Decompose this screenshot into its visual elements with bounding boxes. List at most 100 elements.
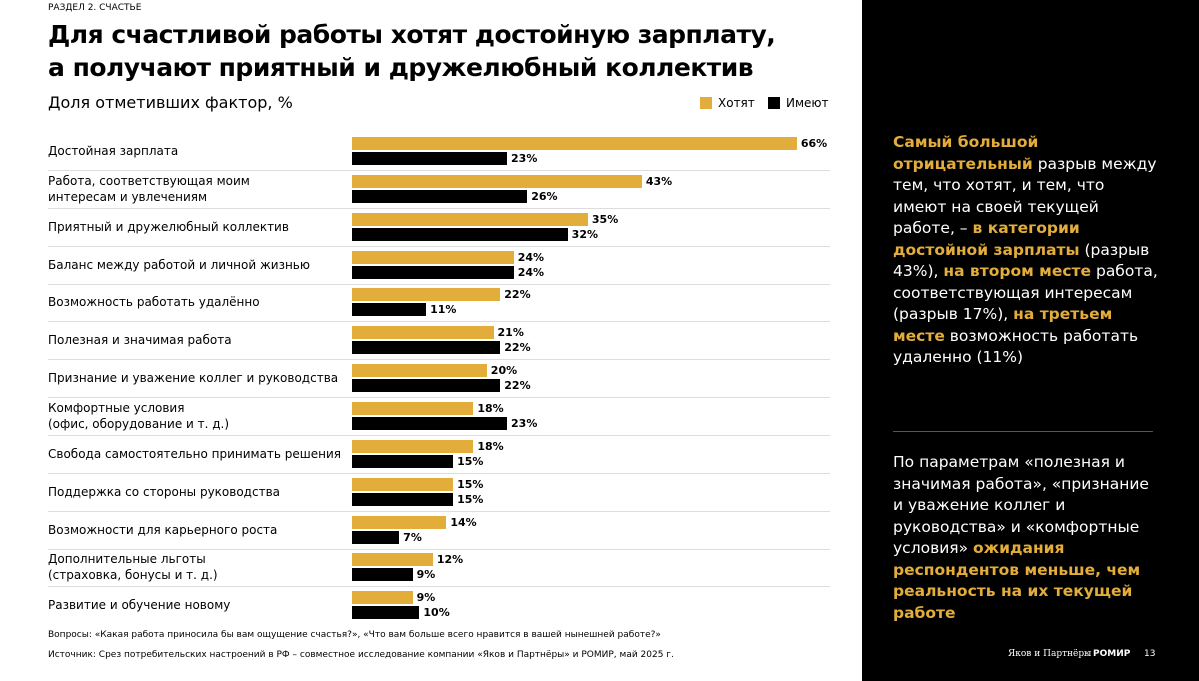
- page-number: 13: [1144, 649, 1156, 659]
- value-label: 14%: [450, 515, 477, 529]
- bar: [352, 265, 514, 279]
- row-divider: [48, 472, 830, 474]
- highlight-text: Самый большой отрицательный: [893, 133, 1039, 173]
- value-label: 21%: [497, 326, 524, 340]
- source-note: Источник: Срез потребительских настроени…: [48, 650, 674, 660]
- value-label: 20%: [490, 364, 518, 378]
- category-label: Возможности для карьерного роста: [48, 522, 278, 537]
- text: (разрыв 43%),: [893, 240, 1150, 281]
- category-label: Признание и уважение коллег и руководств…: [48, 371, 339, 386]
- bar: [352, 401, 474, 415]
- bar: [352, 492, 454, 506]
- category-label: Комфортные условия (офис, оборудование и…: [48, 400, 230, 431]
- value-label: 24%: [517, 250, 545, 264]
- legend-label: Хотят: [718, 96, 755, 110]
- category-label: Возможность работать удалённо: [48, 295, 260, 310]
- sidebar-paragraph: Самый большой отрицательный разрыв между…: [893, 132, 1158, 369]
- category-label: Баланс между работой и личной жизнью: [48, 257, 310, 272]
- value-label: 15%: [457, 492, 484, 506]
- bar: [352, 137, 797, 150]
- bar: [352, 416, 508, 430]
- value-label: 26%: [531, 189, 558, 203]
- value-label: 22%: [504, 288, 531, 302]
- bar: [352, 379, 501, 393]
- row-divider: [48, 510, 830, 512]
- row-divider: [48, 434, 830, 436]
- text: возможность работать удаленно (11%): [893, 326, 1139, 367]
- bar: [352, 439, 474, 453]
- bar: [352, 212, 588, 226]
- value-label: 12%: [436, 553, 464, 567]
- row-divider: [48, 170, 830, 171]
- category-label: Приятный и дружелюбный коллектив: [48, 219, 289, 234]
- legend-swatch: [700, 97, 712, 109]
- chart-subtitle: Доля отметивших фактор, %: [48, 93, 293, 112]
- row-divider: [48, 321, 830, 323]
- value-label: 32%: [571, 227, 599, 241]
- sidebar: [862, 0, 1199, 681]
- bar: [352, 591, 413, 605]
- bar: [352, 341, 501, 355]
- bar: [352, 553, 433, 567]
- sidebar-paragraph: По параметрам «полезная и значимая работ…: [893, 452, 1158, 624]
- value-label: 22%: [504, 341, 531, 355]
- bar: [352, 606, 420, 620]
- value-label: 9%: [416, 591, 436, 605]
- category-label: Дополнительные льготы (страховка, бонусы…: [48, 552, 218, 583]
- highlight-text: ожидания респондентов меньше, чем реальн…: [893, 539, 1141, 622]
- value-label: 18%: [477, 401, 504, 415]
- highlight-text: на третьем месте: [893, 305, 1113, 345]
- value-label: 35%: [591, 212, 619, 226]
- value-label: 11%: [430, 303, 457, 317]
- bar: [352, 189, 528, 203]
- bar: [352, 515, 447, 529]
- row-divider: [48, 397, 830, 399]
- highlight-text: на втором месте: [943, 262, 1092, 280]
- bar: [352, 152, 508, 165]
- bar: [352, 530, 400, 544]
- sidebar-divider: [893, 431, 1153, 432]
- bar: [352, 454, 454, 468]
- bar: [352, 288, 501, 302]
- row-divider: [48, 283, 830, 285]
- bar: [352, 303, 427, 317]
- value-label: 23%: [511, 152, 538, 165]
- bar: [352, 250, 514, 264]
- brand-separator: ×: [1083, 649, 1091, 659]
- value-label: 23%: [511, 416, 538, 430]
- text: работа, соответствующая интересам (разры…: [893, 262, 1158, 323]
- value-label: 43%: [645, 174, 673, 188]
- chart-title: Для счастливой работы хотят достойную за…: [48, 20, 776, 82]
- value-label: 18%: [477, 439, 504, 453]
- value-label: 7%: [403, 530, 422, 544]
- legend-swatch: [768, 97, 780, 109]
- text: разрыв между тем, что хотят, и тем, что …: [893, 154, 1157, 238]
- section-label: РАЗДЕЛ 2. СЧАСТЬЕ: [48, 3, 142, 13]
- value-label: 22%: [504, 379, 531, 393]
- brand: Яков и Партнёры: [1008, 649, 1092, 659]
- row-divider: [48, 359, 830, 361]
- text: По параметрам «полезная и значимая работ…: [893, 453, 1149, 557]
- bar: [352, 477, 454, 491]
- value-label: 24%: [517, 265, 545, 279]
- category-label: Достойная зарплата: [48, 144, 179, 158]
- value-label: 15%: [457, 454, 484, 468]
- row-divider: [48, 245, 830, 247]
- questions-note: Вопросы: «Какая работа приносила бы вам …: [48, 630, 661, 640]
- bar: [352, 174, 642, 188]
- category-label: Развитие и обучение новому: [48, 598, 231, 613]
- category-label: Работа, соответствующая моим интересам и…: [48, 173, 250, 204]
- value-label: 10%: [423, 606, 450, 620]
- value-label: 66%: [800, 137, 828, 150]
- partner: РОМИР: [1093, 649, 1131, 659]
- row-divider: [48, 548, 830, 550]
- category-label: Полезная и значимая работа: [48, 333, 232, 348]
- bar: [352, 568, 413, 582]
- row-divider: [48, 586, 830, 588]
- category-label: Поддержка со стороны руководства: [48, 484, 280, 499]
- bar: [352, 227, 568, 241]
- legend-label: Имеют: [786, 96, 829, 110]
- category-label: Свобода самостоятельно принимать решения: [48, 446, 342, 461]
- value-label: 9%: [416, 568, 436, 582]
